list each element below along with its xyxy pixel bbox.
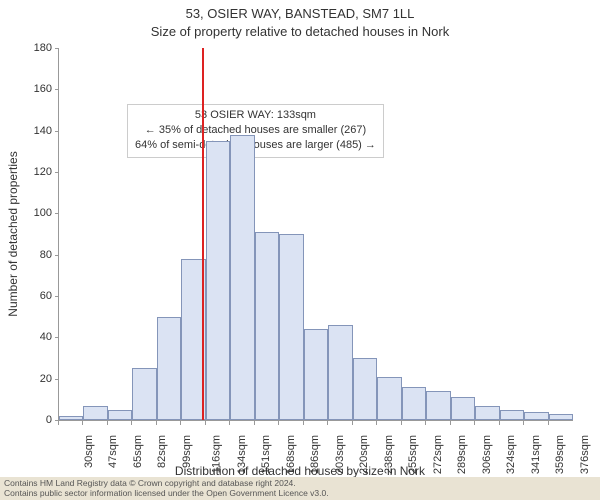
- x-tick-mark: [352, 421, 353, 425]
- y-tick-label: 160: [0, 83, 52, 95]
- y-tick-label: 80: [0, 249, 52, 261]
- histogram-bar: [255, 232, 279, 420]
- histogram-bar: [132, 368, 156, 420]
- x-tick-mark: [474, 421, 475, 425]
- histogram-bar: [402, 387, 426, 420]
- histogram-bar: [524, 412, 548, 420]
- x-tick-mark: [82, 421, 83, 425]
- y-tick-label: 100: [0, 207, 52, 219]
- y-tick-label: 0: [0, 414, 52, 426]
- highlight-line: [202, 48, 204, 420]
- x-tick-mark: [425, 421, 426, 425]
- histogram-bar: [230, 135, 254, 420]
- histogram-bar: [157, 317, 181, 420]
- footer-line-2: Contains public sector information licen…: [4, 488, 596, 499]
- x-tick-mark: [523, 421, 524, 425]
- annotation-line-3: 64% of semi-detached houses are larger (…: [135, 138, 376, 153]
- histogram-bar: [475, 406, 499, 420]
- plot-area: 53 OSIER WAY: 133sqm ← 35% of detached h…: [58, 48, 573, 421]
- x-tick-mark: [548, 421, 549, 425]
- footer: Contains HM Land Registry data © Crown c…: [0, 477, 600, 500]
- x-tick-mark: [254, 421, 255, 425]
- x-tick-mark: [327, 421, 328, 425]
- histogram-bar: [426, 391, 450, 420]
- histogram-bar: [108, 410, 132, 420]
- histogram-bar: [549, 414, 573, 420]
- histogram-bar: [451, 397, 475, 420]
- histogram-bar: [353, 358, 377, 420]
- y-tick-label: 180: [0, 42, 52, 54]
- annotation-line-1: 53 OSIER WAY: 133sqm: [135, 108, 376, 123]
- histogram-bar: [304, 329, 328, 420]
- histogram-bar: [279, 234, 303, 420]
- title-line-2: Size of property relative to detached ho…: [0, 24, 600, 39]
- x-tick-mark: [156, 421, 157, 425]
- x-tick-mark: [303, 421, 304, 425]
- histogram-bar: [377, 377, 401, 420]
- x-tick-mark: [401, 421, 402, 425]
- y-tick-label: 60: [0, 290, 52, 302]
- histogram-bar: [328, 325, 352, 420]
- histogram-bar: [83, 406, 107, 420]
- title-line-1: 53, OSIER WAY, BANSTEAD, SM7 1LL: [0, 6, 600, 21]
- histogram-bar: [206, 141, 230, 420]
- histogram-bar: [59, 416, 83, 420]
- annotation-box: 53 OSIER WAY: 133sqm ← 35% of detached h…: [127, 104, 384, 158]
- footer-line-1: Contains HM Land Registry data © Crown c…: [4, 478, 596, 489]
- y-tick-label: 120: [0, 166, 52, 178]
- x-tick-mark: [450, 421, 451, 425]
- histogram-bar: [500, 410, 524, 420]
- x-tick-mark: [107, 421, 108, 425]
- y-tick-label: 20: [0, 373, 52, 385]
- x-tick-mark: [499, 421, 500, 425]
- x-tick-mark: [229, 421, 230, 425]
- y-tick-label: 40: [0, 331, 52, 343]
- x-tick-mark: [131, 421, 132, 425]
- x-tick-mark: [376, 421, 377, 425]
- x-tick-mark: [180, 421, 181, 425]
- x-tick-mark: [58, 421, 59, 425]
- y-tick-label: 140: [0, 125, 52, 137]
- x-tick-mark: [278, 421, 279, 425]
- chart-container: 53, OSIER WAY, BANSTEAD, SM7 1LL Size of…: [0, 0, 600, 500]
- annotation-line-2: ← 35% of detached houses are smaller (26…: [135, 123, 376, 138]
- x-tick-mark: [205, 421, 206, 425]
